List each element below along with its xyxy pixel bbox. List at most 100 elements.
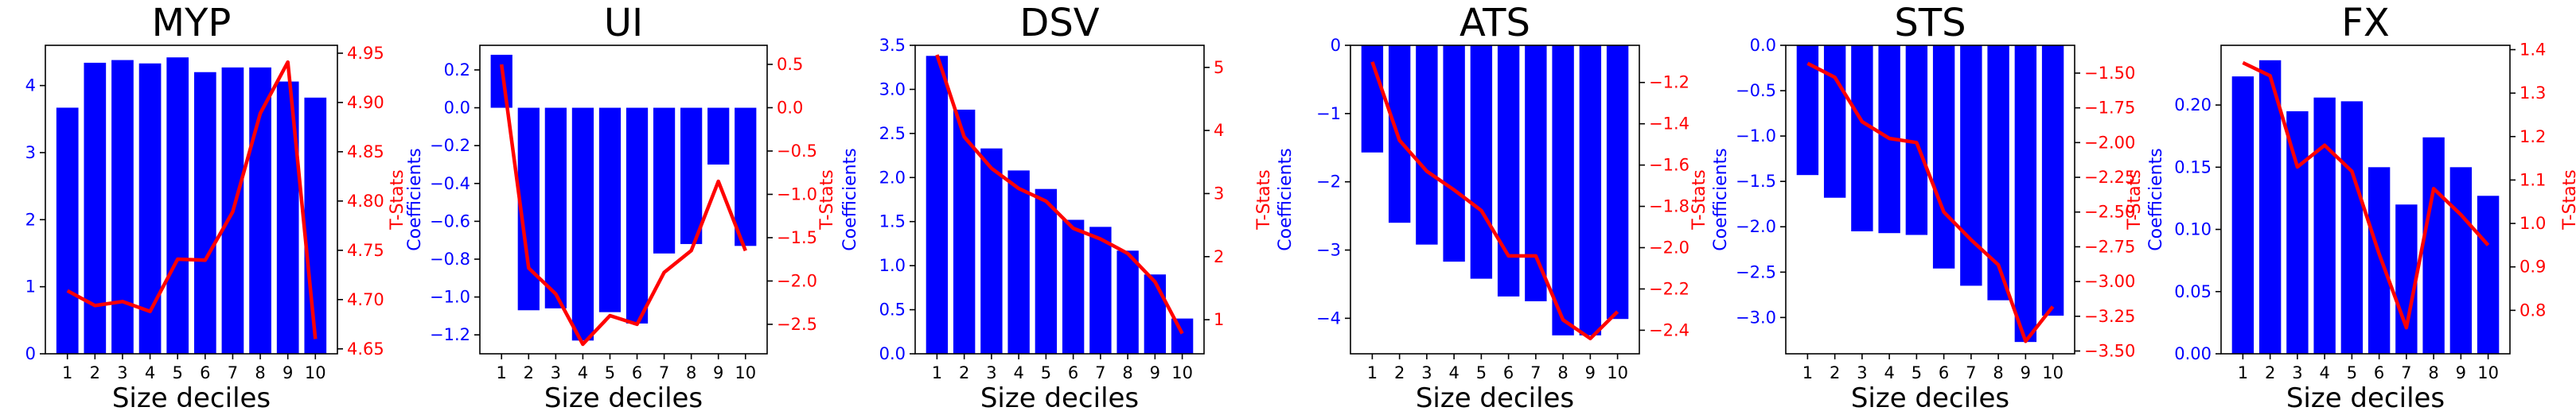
- x-tick-label: 7: [1966, 363, 1976, 382]
- left-tick-label: −2.5: [1736, 262, 1776, 281]
- x-tick-label: 6: [200, 363, 210, 382]
- bar-decile-1: [1361, 45, 1384, 153]
- bar-decile-4: [138, 63, 162, 354]
- x-axis-label: Size deciles: [1851, 382, 2009, 414]
- bar-decile-5: [2340, 101, 2364, 354]
- bar-decile-5: [1035, 188, 1058, 354]
- y2-axis-label: T-Stats: [817, 169, 837, 231]
- x-tick-label: 10: [1607, 363, 1628, 382]
- left-tick-label: −4: [1316, 308, 1341, 328]
- right-tick-label: −2.5: [777, 315, 817, 334]
- left-tick-label: −1.0: [430, 288, 470, 307]
- bar-decile-9: [2449, 167, 2473, 354]
- left-tick-label: −1.2: [430, 325, 470, 344]
- bar-decile-8: [2422, 137, 2445, 354]
- tstat-line: [66, 60, 318, 339]
- left-tick-label: −2.0: [1736, 217, 1776, 236]
- right-tick-label: −1.75: [2084, 99, 2135, 118]
- right-tick-label: −1.4: [1649, 114, 1689, 134]
- x-axis-label: Size deciles: [544, 382, 703, 414]
- bar-decile-7: [1089, 227, 1112, 354]
- bar-decile-10: [2477, 196, 2500, 354]
- bar-decile-3: [2286, 111, 2309, 354]
- left-tick-label: 0.05: [2174, 282, 2212, 301]
- tstat-line: [499, 64, 747, 347]
- x-tick-label: 7: [2401, 363, 2411, 382]
- x-tick-label: 10: [1171, 363, 1193, 382]
- x-axis-label: Size deciles: [980, 382, 1139, 414]
- bar-decile-6: [625, 107, 649, 324]
- right-tick-label: 4.70: [347, 290, 384, 309]
- right-tick-label: 0.0: [777, 98, 803, 117]
- x-tick-label: 4: [1448, 363, 1459, 382]
- left-tick-label: 0.2: [444, 60, 470, 80]
- x-tick-label: 8: [2428, 363, 2438, 382]
- left-tick-label: −3: [1316, 241, 1341, 260]
- right-tick-label: −1.6: [1649, 156, 1689, 175]
- x-tick-label: 5: [1041, 363, 1051, 382]
- right-tick-label: 4.75: [347, 241, 384, 260]
- right-tick-label: −3.25: [2084, 307, 2135, 326]
- left-tick-label: 1.5: [879, 212, 906, 231]
- left-tick-label: 3.0: [879, 80, 906, 99]
- right-tick-label: 1.4: [2519, 40, 2546, 59]
- right-tick-label: 1.1: [2519, 170, 2546, 189]
- left-tick-label: 1: [25, 277, 36, 297]
- bar-decile-8: [1987, 45, 2009, 301]
- bar-decile-9: [707, 107, 730, 165]
- x-tick-label: 6: [632, 363, 642, 382]
- left-tick-label: 0: [25, 344, 36, 363]
- bar-decile-6: [2368, 167, 2391, 354]
- right-tick-label: 0.9: [2519, 258, 2546, 277]
- plot-frame: [1350, 45, 1640, 355]
- x-tick-label: 10: [2042, 363, 2064, 382]
- x-axis-label: Size deciles: [1416, 382, 1574, 414]
- chart-panel-sts: −3.0 −2.5 −2.0 −1.5 −1.0 −0.5 0.0 −3.50 −3.25 −3.…: [1711, 1, 2145, 414]
- bar-decile-1: [2231, 76, 2254, 354]
- bar-decile-6: [1497, 45, 1520, 297]
- x-tick-label: 9: [1150, 363, 1160, 382]
- x-tick-label: 8: [1557, 363, 1568, 382]
- x-tick-label: 8: [255, 363, 265, 382]
- x-tick-label: 3: [1857, 363, 1867, 382]
- x-tick-label: 3: [986, 363, 996, 382]
- bar-decile-4: [1443, 45, 1465, 262]
- x-tick-label: 5: [605, 363, 615, 382]
- y2-axis-label: T-Stats: [2125, 169, 2145, 231]
- bar-decile-1: [926, 56, 949, 354]
- x-tick-label: 10: [735, 363, 756, 382]
- left-tick-label: −3.0: [1736, 308, 1776, 327]
- chart-panel-ats: −4 −3 −2 −1 0 −2.4 −2.2 −2.0 −1.8 −1.6 −1.4 −1.2 1 2 3…: [1276, 1, 1709, 414]
- right-tick-label: −0.5: [777, 142, 817, 161]
- right-tick-label: 4.90: [347, 93, 384, 112]
- left-tick-label: 0.0: [1750, 36, 1776, 55]
- x-tick-label: 1: [932, 363, 942, 382]
- left-tick-label: 4: [25, 76, 36, 95]
- x-tick-label: 8: [1122, 363, 1132, 382]
- bar-decile-7: [653, 107, 676, 254]
- chart-title: DSV: [1019, 1, 1099, 45]
- y-axis-label: Coefficients: [1276, 148, 1296, 250]
- right-tick-label: −2.0: [1649, 239, 1689, 258]
- x-axis-label: Size deciles: [2286, 382, 2445, 414]
- bar-decile-4: [2313, 97, 2336, 354]
- bar-decile-10: [735, 107, 757, 246]
- x-tick-label: 2: [90, 363, 100, 382]
- chart-title: UI: [604, 1, 643, 45]
- left-tick-label: 3.5: [879, 36, 906, 55]
- y-axis-label: Coefficients: [1711, 148, 1731, 250]
- left-tick-label: −1: [1316, 104, 1341, 123]
- plot-frame: [914, 45, 1205, 355]
- right-tick-label: 1: [1214, 310, 1224, 329]
- right-tick-label: −3.00: [2084, 272, 2135, 291]
- left-tick-label: −0.4: [430, 174, 470, 193]
- bar-decile-1: [490, 54, 512, 108]
- x-tick-label: 1: [1802, 363, 1813, 382]
- left-tick-label: −0.2: [430, 136, 470, 155]
- left-tick-label: 1.0: [879, 256, 906, 275]
- x-tick-label: 9: [283, 363, 293, 382]
- left-tick-label: 0.0: [879, 344, 906, 363]
- bar-decile-6: [1932, 45, 1955, 269]
- right-tick-label: −2.0: [777, 271, 817, 290]
- x-tick-label: 10: [2477, 363, 2499, 382]
